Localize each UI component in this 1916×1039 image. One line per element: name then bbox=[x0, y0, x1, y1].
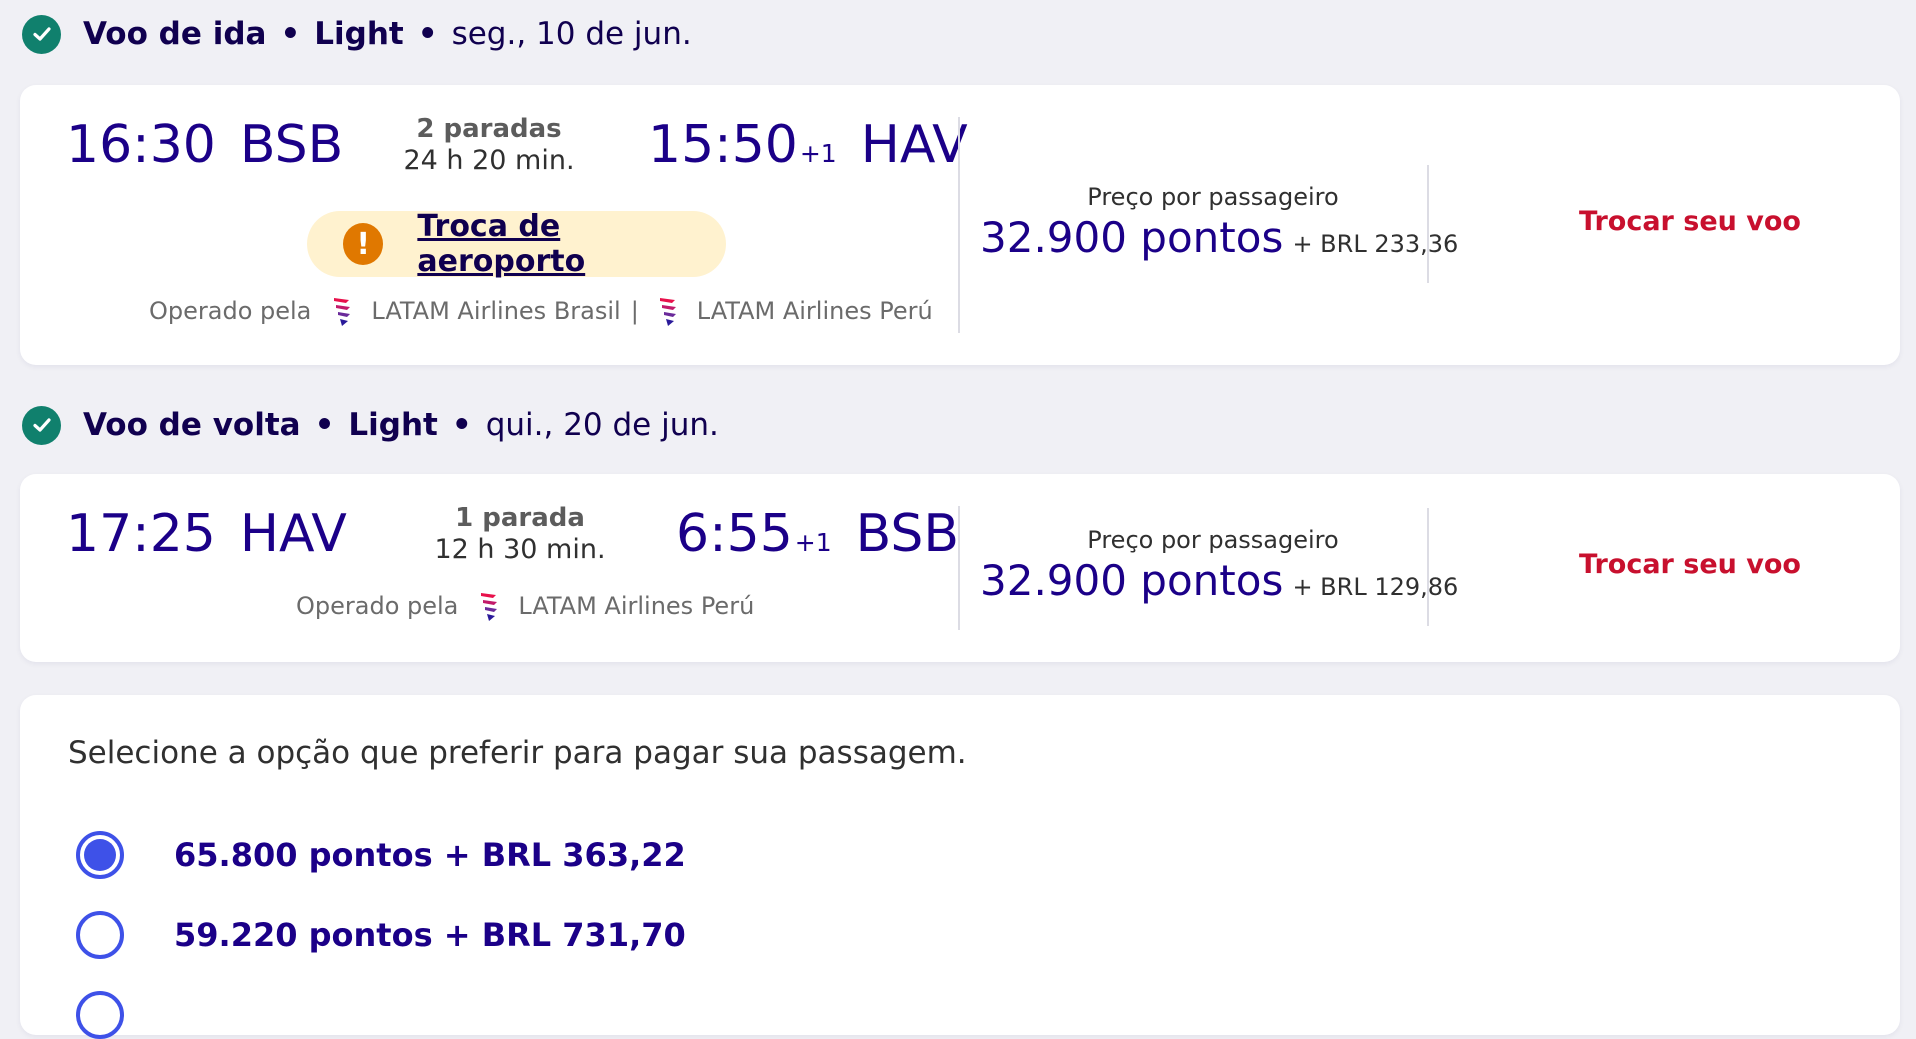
departure-airport-code: BSB bbox=[239, 115, 344, 175]
arrival-airport-code: BSB bbox=[855, 504, 960, 564]
payment-option-1[interactable]: 65.800 pontos + BRL 363,22 bbox=[76, 831, 686, 879]
inbound-fare: Light bbox=[348, 407, 438, 443]
separator-dot: • bbox=[417, 16, 438, 52]
arrival: 15:50 +1 HAV bbox=[648, 115, 968, 175]
payment-option-label: 59.220 pontos + BRL 731,70 bbox=[174, 916, 686, 954]
radio-button-selected[interactable] bbox=[76, 831, 124, 879]
exclamation-circle-icon: ! bbox=[343, 223, 384, 265]
separator-dot: • bbox=[451, 407, 472, 443]
operated-label: Operado pela bbox=[296, 592, 459, 620]
airline-separator: | bbox=[630, 297, 639, 325]
price-per-passenger: Preço por passageiro 32.900 pontos + BRL… bbox=[980, 181, 1458, 262]
departure-airport-code: HAV bbox=[239, 504, 347, 564]
flight-duration: 24 h 20 min. bbox=[403, 145, 575, 176]
radio-button[interactable] bbox=[76, 991, 124, 1039]
change-flight-button[interactable]: Trocar seu voo bbox=[1579, 206, 1801, 237]
arrival-day-offset: +1 bbox=[799, 139, 837, 168]
inbound-title: Voo de volta bbox=[83, 407, 301, 443]
price-label: Preço por passageiro bbox=[1087, 526, 1339, 554]
stops-count: 2 paradas bbox=[416, 114, 562, 144]
latam-logo-icon bbox=[334, 298, 351, 326]
price-per-passenger: Preço por passageiro 32.900 pontos + BRL… bbox=[980, 524, 1458, 605]
payment-option-3[interactable] bbox=[76, 991, 174, 1039]
arrival: 6:55 +1 BSB bbox=[676, 504, 959, 564]
stops-info: 2 paradas 24 h 20 min. bbox=[379, 113, 599, 177]
arrival-time: 6:55 bbox=[676, 504, 793, 564]
airport-change-warning: ! Troca de aeroporto bbox=[307, 209, 726, 279]
departure: 17:25 HAV bbox=[66, 504, 347, 564]
departure: 16:30 BSB bbox=[66, 115, 343, 175]
price-value: 32.900 pontos + BRL 129,86 bbox=[980, 556, 1458, 605]
change-flight-button[interactable]: Trocar seu voo bbox=[1579, 549, 1801, 580]
price-label: Preço por passageiro bbox=[1087, 183, 1339, 211]
outbound-date: seg., 10 de jun. bbox=[451, 16, 692, 52]
inbound-date: qui., 20 de jun. bbox=[485, 407, 719, 443]
arrival-time: 15:50 bbox=[648, 115, 798, 175]
operated-label: Operado pela bbox=[149, 297, 312, 325]
airline-name: LATAM Airlines Perú bbox=[518, 592, 755, 620]
check-circle-icon bbox=[22, 405, 61, 445]
outbound-flight-card: 16:30 BSB 2 paradas 24 h 20 min. 15:50 +… bbox=[20, 85, 1900, 365]
arrival-airport-code: HAV bbox=[860, 115, 968, 175]
latam-logo-icon bbox=[659, 298, 676, 326]
divider bbox=[958, 506, 960, 630]
price-value: 32.900 pontos + BRL 233,36 bbox=[980, 213, 1458, 262]
divider bbox=[958, 117, 960, 333]
departure-time: 17:25 bbox=[66, 504, 216, 564]
price-extra: + BRL 233,36 bbox=[1292, 230, 1459, 258]
price-extra: + BRL 129,86 bbox=[1292, 573, 1459, 601]
payment-option-2[interactable]: 59.220 pontos + BRL 731,70 bbox=[76, 911, 686, 959]
flight-duration: 12 h 30 min. bbox=[434, 534, 606, 565]
operated-by: Operado pela LATAM Airlines Brasil | LAT… bbox=[149, 295, 933, 327]
price-points: 32.900 pontos bbox=[980, 556, 1284, 605]
divider bbox=[1427, 508, 1429, 626]
separator-dot: • bbox=[280, 16, 301, 52]
airport-change-link[interactable]: Troca de aeroporto bbox=[417, 209, 586, 279]
latam-logo-icon bbox=[481, 593, 498, 621]
price-points: 32.900 pontos bbox=[980, 213, 1284, 262]
inbound-header: Voo de volta • Light • qui., 20 de jun. bbox=[22, 405, 719, 445]
check-circle-icon bbox=[22, 14, 61, 54]
payment-options-card: Selecione a opção que preferir para paga… bbox=[20, 695, 1900, 1039]
outbound-header: Voo de ida • Light • seg., 10 de jun. bbox=[22, 14, 692, 54]
payment-title: Selecione a opção que preferir para paga… bbox=[68, 735, 967, 771]
operated-by: Operado pela LATAM Airlines Perú bbox=[296, 590, 754, 622]
divider bbox=[1427, 165, 1429, 283]
radio-button[interactable] bbox=[76, 911, 124, 959]
outbound-fare: Light bbox=[314, 16, 404, 52]
radio-dot bbox=[84, 839, 116, 871]
airline-name: LATAM Airlines Perú bbox=[696, 297, 933, 325]
outbound-title: Voo de ida bbox=[83, 16, 267, 52]
inbound-flight-card: 17:25 HAV 1 parada 12 h 30 min. 6:55 +1 … bbox=[20, 474, 1900, 662]
payment-option-label: 65.800 pontos + BRL 363,22 bbox=[174, 836, 686, 874]
stops-count: 1 parada bbox=[455, 503, 585, 533]
departure-time: 16:30 bbox=[66, 115, 216, 175]
separator-dot: • bbox=[314, 407, 335, 443]
stops-info: 1 parada 12 h 30 min. bbox=[410, 502, 630, 566]
arrival-day-offset: +1 bbox=[794, 528, 832, 557]
airline-name: LATAM Airlines Brasil bbox=[371, 297, 621, 325]
